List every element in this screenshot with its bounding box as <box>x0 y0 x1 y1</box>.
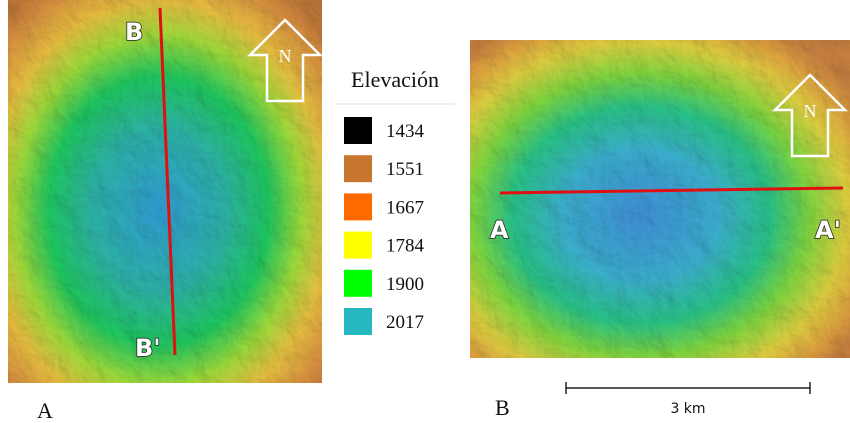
scale-label: 3 km <box>670 401 705 417</box>
legend-swatch <box>344 270 372 297</box>
legend-swatch <box>344 193 372 220</box>
profile-end: A' <box>815 216 841 244</box>
legend-label: 1551 <box>386 159 424 180</box>
figure: B B' N A Elevación 1434 1551 1667 1784 1900 2… <box>0 0 850 423</box>
legend-label: 2017 <box>386 312 424 333</box>
profile-start: A <box>490 216 509 244</box>
legend-swatch <box>344 155 372 182</box>
legend-title: Elevación <box>351 67 439 92</box>
legend-label: 1900 <box>386 274 424 295</box>
legend-swatch <box>344 232 372 259</box>
legend-label: 1667 <box>386 197 424 218</box>
legend-swatch <box>344 117 372 144</box>
scale-bar: 3 km <box>566 382 810 417</box>
panel-a-map: B B' N <box>8 0 322 383</box>
panel-label: A <box>37 398 53 423</box>
legend: Elevación 1434 1551 1667 1784 1900 2017 <box>335 67 455 335</box>
panel-label: B <box>495 395 510 420</box>
legend-label: 1784 <box>386 236 425 257</box>
legend-swatch <box>344 308 372 335</box>
north-label: N <box>804 101 817 121</box>
panel-b-map: A A' N <box>470 40 850 358</box>
profile-end: B' <box>135 334 161 362</box>
legend-label: 1434 <box>386 121 425 142</box>
north-label: N <box>279 46 292 66</box>
profile-start: B <box>125 18 143 46</box>
